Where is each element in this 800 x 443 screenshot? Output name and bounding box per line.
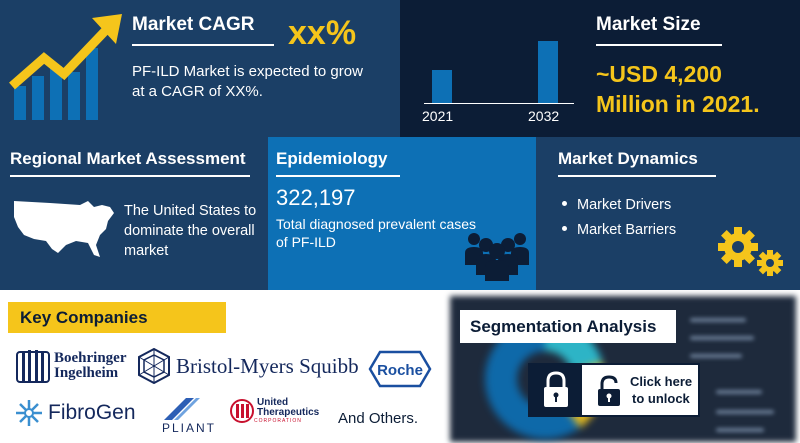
market-dynamics-panel: Market Dynamics Market Drivers Market Ba… [536, 137, 800, 290]
epidemiology-number: 322,197 [276, 185, 356, 210]
pliant-text: PLIANT [162, 421, 216, 434]
segmentation-panel: Segmentation Analysis Click here to unlo… [440, 290, 800, 443]
market-cagr-panel: Market CAGR xx% PF-ILD Market is expecte… [0, 0, 400, 137]
people-group-icon [465, 233, 529, 281]
bms-logo: Bristol-Myers Squibb [136, 348, 359, 384]
regional-assessment-panel: Regional Market Assessment The United St… [0, 137, 268, 290]
market-size-panel: 2021 2032 Market Size ~USD 4,200 Million… [400, 0, 800, 137]
market-size-title: Market Size [596, 14, 701, 35]
growth-arrow-icon [9, 14, 122, 120]
dynamics-title: Market Dynamics [558, 149, 698, 168]
list-item: Market Drivers [562, 193, 676, 218]
unlock-line-2: to unlock [632, 391, 690, 406]
usa-map-icon [14, 201, 114, 257]
unlock-text: Click here to unlock [630, 373, 692, 407]
cagr-title: Market CAGR [132, 14, 255, 35]
fibrogen-text: FibroGen [48, 401, 136, 424]
bullet [562, 200, 567, 206]
year-label-2021: 2021 [422, 108, 454, 124]
market-size-bar-2032 [538, 41, 558, 103]
dynamics-item-drivers: Market Drivers [577, 197, 672, 213]
blurred-legend-line [716, 390, 762, 394]
gears-icon [718, 227, 783, 276]
list-item: Market Barriers [562, 218, 676, 243]
epidemiology-description: Total diagnosed prevalent cases of PF-IL… [276, 216, 477, 250]
united-therapeutics-text: United Therapeutics [257, 397, 320, 418]
companies-title: Key Companies [20, 308, 148, 327]
cagr-description: PF-ILD Market is expected to grow at a C… [132, 63, 363, 100]
year-label-2032: 2032 [528, 108, 560, 124]
united-therapeutics-text-block: United Therapeutics CORPORATION [254, 397, 337, 425]
and-others-text: And Others. [338, 410, 419, 427]
united-therapeutics-emblem-icon [230, 399, 254, 423]
epidemiology-title: Epidemiology [276, 149, 388, 168]
epidemiology-panel: Epidemiology 322,197 Total diagnosed pre… [268, 137, 536, 290]
regional-title-underline [10, 175, 250, 177]
market-size-title-underline [596, 44, 722, 46]
click-to-unlock-button[interactable]: Click here to unlock [528, 363, 700, 417]
regional-text: The United States to dominate the overal… [124, 203, 257, 259]
blurred-legend-line [690, 336, 754, 340]
boehringer-emblem-icon [16, 350, 50, 383]
lock-tile [530, 365, 582, 415]
boehringer-text: Boehringer Ingelheim [54, 350, 127, 381]
blurred-legend-line [690, 354, 742, 358]
companies-title-box: Key Companies [8, 302, 226, 333]
pliant-logo: PLIANT [162, 398, 216, 434]
blurred-legend-line [716, 428, 764, 432]
united-therapeutics-logo: United Therapeutics CORPORATION [230, 398, 337, 424]
blurred-legend-line [716, 410, 774, 414]
segmentation-title-box: Segmentation Analysis [460, 310, 676, 343]
dynamics-list: Market Drivers Market Barriers [562, 193, 676, 243]
dynamics-title-underline [558, 175, 716, 177]
segmentation-title: Segmentation Analysis [470, 317, 657, 336]
bms-emblem-icon [138, 348, 170, 384]
fibrogen-emblem-icon [16, 400, 42, 426]
cagr-value: xx% [288, 14, 357, 52]
bullet [562, 225, 567, 231]
open-lock-icon [598, 375, 620, 406]
regional-title: Regional Market Assessment [10, 149, 246, 168]
key-companies-panel: Key Companies Boehringer Ingelheim Brist… [0, 290, 440, 443]
market-size-value: ~USD 4,200 Million in 2021. [596, 61, 760, 117]
lock-icon [544, 371, 568, 407]
united-therapeutics-subtext: CORPORATION [254, 418, 302, 424]
bms-text: Bristol-Myers Squibb [176, 353, 359, 378]
epidemiology-title-underline [276, 175, 400, 177]
fibrogen-logo: FibroGen [14, 398, 136, 428]
roche-text: Roche [377, 362, 423, 379]
blurred-legend-line [690, 318, 746, 322]
market-size-bar-2021 [432, 70, 452, 103]
market-size-axis [424, 103, 574, 104]
cagr-title-underline [132, 44, 274, 46]
boehringer-ingelheim-logo: Boehringer Ingelheim [16, 348, 128, 384]
roche-logo: Roche [368, 350, 432, 388]
dynamics-item-barriers: Market Barriers [577, 222, 677, 238]
unlock-line-1: Click here [630, 374, 693, 389]
